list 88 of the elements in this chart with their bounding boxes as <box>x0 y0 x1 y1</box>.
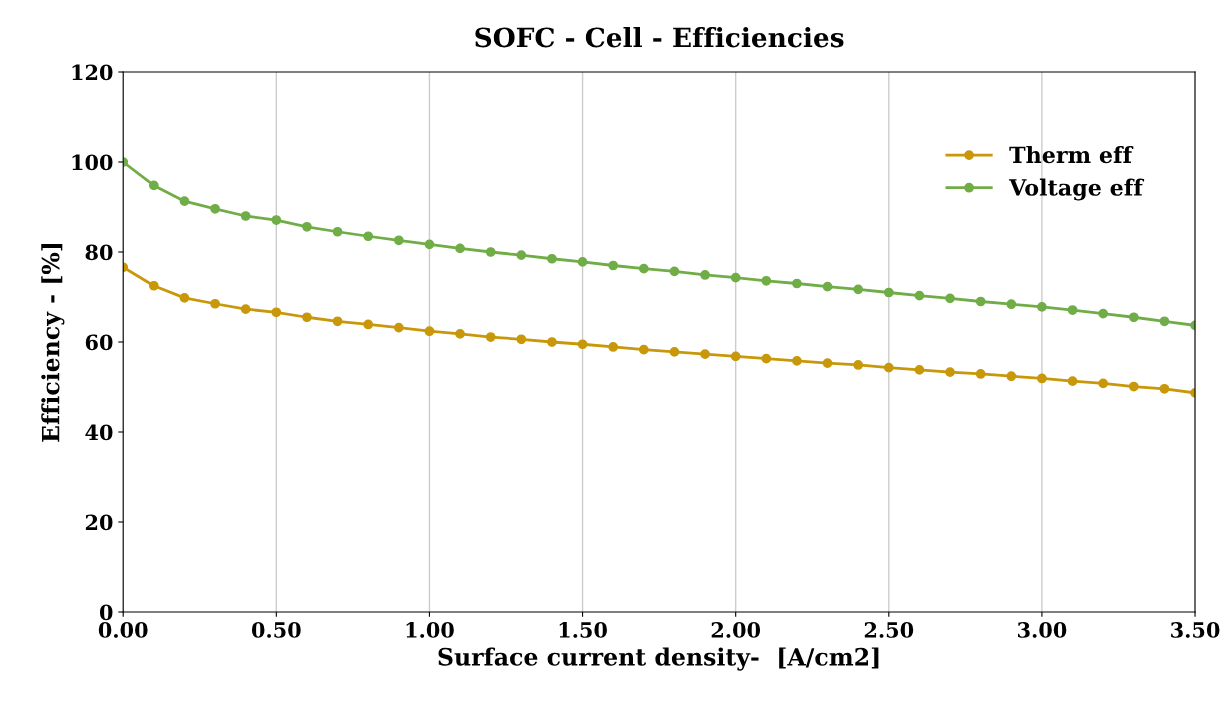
point <box>271 215 282 225</box>
point <box>210 203 220 214</box>
point <box>485 247 496 257</box>
point <box>455 243 465 254</box>
point <box>761 353 772 364</box>
point <box>577 257 588 267</box>
x-tick-label: 1.50 <box>559 622 607 638</box>
point <box>1098 378 1109 389</box>
point <box>792 356 802 366</box>
point <box>271 307 282 318</box>
point <box>363 231 374 242</box>
point <box>302 312 312 323</box>
point <box>1067 376 1078 387</box>
y-tick-label: 60 <box>85 334 113 351</box>
point <box>761 275 772 286</box>
y-tick-label: 80 <box>85 244 113 261</box>
y-tick-label: 0 <box>99 604 113 621</box>
y-tick-label: 20 <box>85 514 113 531</box>
point <box>853 360 864 370</box>
point <box>700 270 710 280</box>
point <box>577 339 588 350</box>
legend-label: Therm eff <box>1009 146 1134 164</box>
point <box>1037 373 1047 384</box>
point <box>302 221 312 232</box>
point <box>914 365 925 375</box>
point <box>424 239 435 250</box>
point <box>883 362 894 373</box>
y-tick-label: 120 <box>72 64 113 81</box>
point <box>669 266 680 277</box>
x-tick-label: 1.00 <box>406 622 454 638</box>
point <box>1128 312 1139 323</box>
point <box>1098 308 1109 319</box>
point <box>914 290 925 301</box>
x-tick-label: 3.00 <box>1018 622 1067 638</box>
point <box>1159 383 1170 394</box>
point <box>393 322 404 333</box>
point <box>822 358 833 369</box>
point <box>424 326 435 337</box>
x-tick-label: 3.50 <box>1171 622 1220 638</box>
point <box>148 180 159 191</box>
point <box>240 304 251 315</box>
x-tick-label: 0.00 <box>98 622 148 638</box>
point <box>1006 371 1017 382</box>
point <box>1128 381 1139 392</box>
x-axis-title: Surface current density- [A/cm2] <box>438 647 879 671</box>
point <box>730 272 741 283</box>
point <box>516 334 527 345</box>
point <box>332 226 343 237</box>
point <box>638 344 649 355</box>
point <box>638 263 649 274</box>
x-tick-label: 2.00 <box>711 622 761 638</box>
point <box>975 296 986 307</box>
point <box>547 253 557 264</box>
point <box>883 287 894 298</box>
point <box>393 235 404 246</box>
point <box>608 260 619 271</box>
point <box>332 316 343 327</box>
point <box>363 319 374 330</box>
point <box>179 293 190 303</box>
point <box>1159 316 1170 327</box>
point <box>730 351 741 362</box>
point <box>945 367 955 378</box>
point <box>853 284 864 295</box>
y-tick-label: 100 <box>72 154 113 171</box>
x-tick-label: 2.50 <box>864 622 914 638</box>
point <box>485 332 496 342</box>
point <box>608 342 619 352</box>
y-axis-title: Efficiency - [%] <box>41 243 65 442</box>
point <box>1037 302 1047 312</box>
legend-label: Voltage eff <box>1008 178 1145 201</box>
point <box>516 250 527 261</box>
point <box>822 281 833 292</box>
chart-title: SOFC - Cell - Efficiencies <box>475 26 844 48</box>
point <box>975 369 986 379</box>
point <box>210 298 220 309</box>
point <box>240 211 251 221</box>
point <box>148 280 159 291</box>
point <box>179 196 190 207</box>
point <box>792 278 802 289</box>
point <box>945 293 955 304</box>
point <box>669 347 680 357</box>
point <box>1067 305 1078 315</box>
y-tick-label: 40 <box>85 424 113 441</box>
point <box>547 337 557 347</box>
x-tick-label: 0.50 <box>251 622 301 638</box>
point <box>455 329 465 339</box>
point <box>700 349 710 360</box>
point <box>1006 299 1017 310</box>
